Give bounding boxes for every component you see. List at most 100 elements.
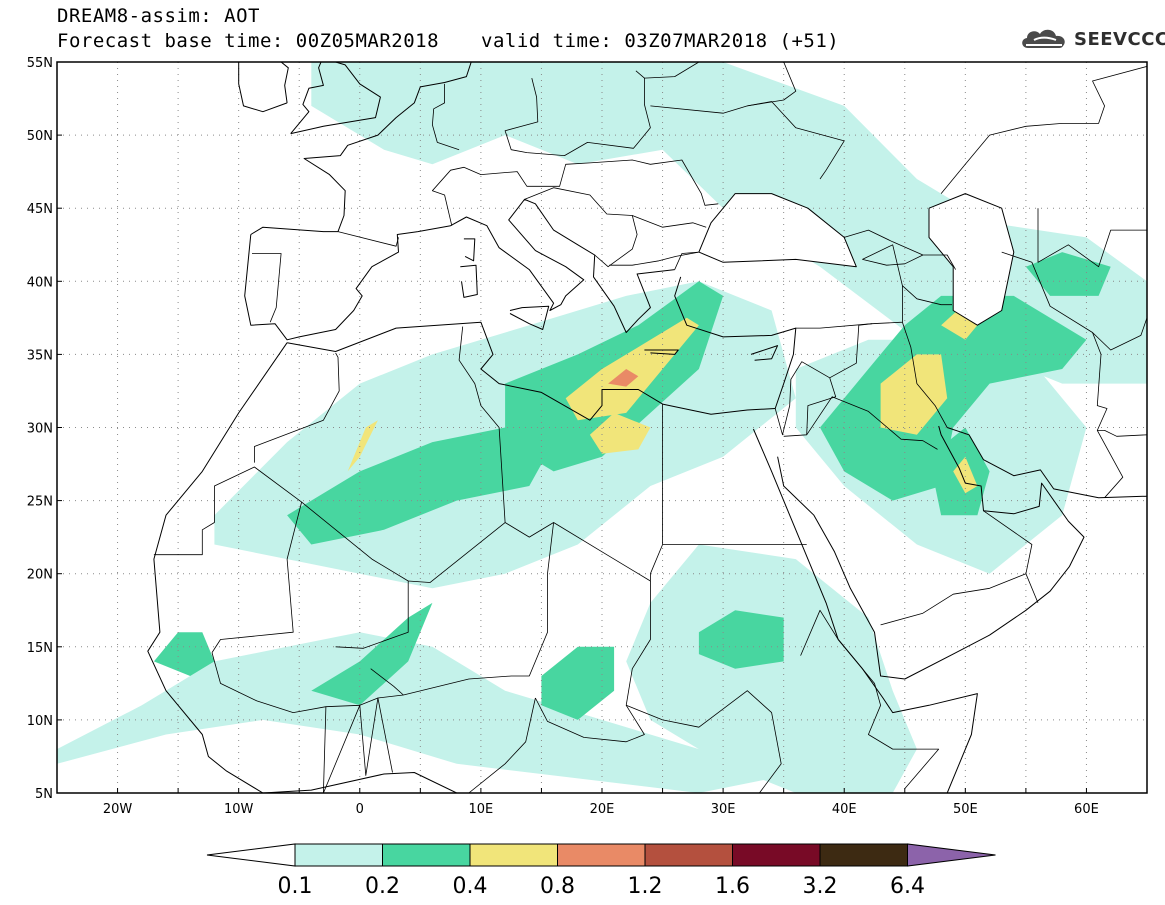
colorbar-swatch [732, 843, 821, 867]
coastline-iran-coast [947, 427, 1147, 499]
lat-label: 45N [27, 202, 53, 217]
lat-label: 5N [35, 787, 53, 802]
aot-contours [57, 62, 1147, 793]
aot-region-iraq-high [880, 354, 948, 435]
border-balkan-borders-2 [609, 251, 699, 266]
logo-text: SEEVCCC [1074, 28, 1165, 50]
border-baltic [644, 62, 700, 79]
aot-region-sudan-blob [698, 610, 784, 669]
coastline-sardinia [460, 264, 478, 298]
lon-label: 0 [356, 802, 364, 817]
colorbar-label: 0.1 [278, 874, 313, 899]
chart-subtitle: Forecast base time: 00Z05MAR2018 valid ti… [57, 31, 839, 51]
border-european-borders-1 [337, 231, 399, 247]
lat-label: 35N [27, 348, 53, 363]
border-european-borders-5 [504, 70, 651, 157]
aot-region-sahel-band [311, 602, 433, 706]
aot-region-west-sahel-haze [57, 632, 772, 793]
border-afghan-pak [1097, 429, 1147, 437]
colorbar-swatch [819, 843, 908, 867]
border-turkmenistan [1001, 251, 1147, 351]
valid-time: valid time: 03Z07MAR2018 (+51) [481, 30, 840, 52]
coastline-arabia-coast [777, 425, 1085, 680]
colorbar-swatch [469, 843, 558, 867]
lon-label: 10E [469, 802, 494, 817]
border-kazakh-russia [940, 66, 1147, 194]
colorbar-over-triangle [907, 843, 996, 867]
colorbar-label: 0.2 [365, 874, 400, 899]
base-time: Forecast base time: 00Z05MAR2018 [57, 30, 440, 52]
lat-label: 30N [27, 422, 53, 437]
border-european-borders-6 [650, 101, 845, 180]
lon-label: 50E [953, 802, 978, 817]
aot-region-east-africa-haze [626, 544, 917, 793]
border-algeria-libya [408, 326, 506, 583]
border-caucasus-3 [902, 285, 952, 306]
colorbar-label: 0.4 [453, 874, 488, 899]
coastline-black-sea-outline [698, 193, 857, 268]
lat-label: 20N [27, 568, 53, 583]
border-mali-niger-algeria [301, 501, 409, 649]
coastline-great-britain-west [290, 62, 324, 134]
coastline-africa-coast [147, 342, 458, 793]
aot-region-iraq-iran-band [820, 295, 1087, 501]
lon-label: 10W [224, 802, 254, 817]
aot-region-chad-blob [541, 646, 615, 720]
colorbar-swatch [382, 843, 471, 867]
border-nigeria-cameroon [468, 697, 536, 793]
lon-label: 60E [1074, 802, 1099, 817]
border-israel-jordan [774, 361, 837, 437]
aot-region-caspian-blob [1025, 252, 1111, 296]
border-morocco-algeria [253, 352, 340, 463]
aot-region-senegal-blob [153, 632, 215, 676]
coastline-iberia-coast [250, 62, 472, 235]
colorbar-swatch [557, 843, 646, 867]
border-libya-egypt [504, 404, 663, 582]
latitude-labels: 5N 10N 15N 20N 25N 30N 35N 40N 45N 50N 55N [27, 56, 53, 802]
border-niger-chad-nigeria [370, 522, 554, 696]
aot-region-algeria-high [347, 420, 378, 472]
border-sudan-south [626, 690, 782, 793]
lat-label: 40N [27, 275, 53, 290]
border-ghana-togo [322, 697, 393, 793]
border-west-africa [211, 652, 404, 713]
lat-label: 25N [27, 495, 53, 510]
border-european-borders-2 [252, 253, 282, 323]
colorbar-label: 0.8 [540, 874, 575, 899]
lat-label: 10N [27, 714, 53, 729]
aral-sea [1062, 193, 1105, 231]
caspian-sea [929, 193, 1014, 326]
colorbar-swatch [294, 843, 383, 867]
lon-label: 30E [711, 802, 736, 817]
coastline-crete [644, 349, 679, 355]
border-european-borders-3 [431, 159, 719, 226]
colorbar-under-triangle [206, 843, 296, 867]
border-caucasus [844, 229, 956, 270]
lat-label: 15N [27, 641, 53, 656]
border-iraq-syria-jordan [829, 323, 873, 379]
border-iran-east [1092, 332, 1124, 498]
coastline-ireland [238, 62, 289, 113]
seevccc-logo: SEEVCCC [1018, 24, 1165, 54]
border-saudi-border [806, 396, 938, 450]
coastline-iberia-south [244, 198, 675, 341]
coastline-corsica [463, 238, 476, 262]
border-yemen-saudi [880, 573, 1039, 626]
border-oman-uae [983, 510, 1033, 574]
longitude-labels: 20W 10W 0 10E 20E 30E 40E 50E 60E [103, 802, 1099, 817]
border-mauritania-mali [153, 466, 303, 653]
colorbar: 0.1 0.2 0.4 0.8 1.2 1.6 3.2 6.4 [206, 843, 996, 899]
aot-region-libya-high [589, 412, 651, 454]
border-iraq-iran [902, 322, 948, 428]
border-ethiopia [800, 609, 940, 789]
aot-region-crete-high [565, 317, 699, 421]
colorbar-label: 1.6 [715, 874, 750, 899]
lon-label: 20W [103, 802, 133, 817]
border-kazakh-uzbek [1037, 208, 1147, 268]
lat-label: 55N [27, 56, 53, 71]
border-european-borders-4 [431, 83, 460, 151]
coastline-caspian-outline [928, 193, 1015, 326]
border-turkey-border [674, 251, 699, 270]
colorbar-label: 6.4 [890, 874, 925, 899]
coastline-sicily [509, 305, 550, 330]
